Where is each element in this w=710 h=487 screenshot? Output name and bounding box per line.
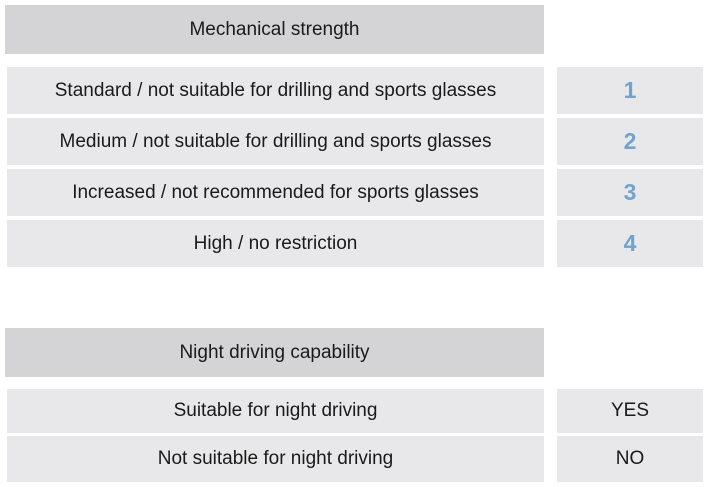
night-row-value: YES: [557, 389, 703, 433]
mechanical-row-value: 3: [557, 169, 703, 216]
night-row-label: Not suitable for night driving: [7, 436, 544, 482]
mechanical-row-label: Medium / not suitable for drilling and s…: [7, 118, 544, 165]
mechanical-row-value: 2: [557, 118, 703, 165]
mechanical-row-value: 1: [557, 67, 703, 114]
mechanical-strength-header: Mechanical strength: [5, 5, 544, 54]
night-driving-header: Night driving capability: [5, 328, 544, 377]
night-row-label: Suitable for night driving: [7, 389, 544, 433]
mechanical-row-label: High / no restriction: [7, 220, 544, 267]
night-row-value: NO: [557, 436, 703, 482]
mechanical-row-label: Standard / not suitable for drilling and…: [7, 67, 544, 114]
mechanical-row-value: 4: [557, 220, 703, 267]
mechanical-row-label: Increased / not recommended for sports g…: [7, 169, 544, 216]
